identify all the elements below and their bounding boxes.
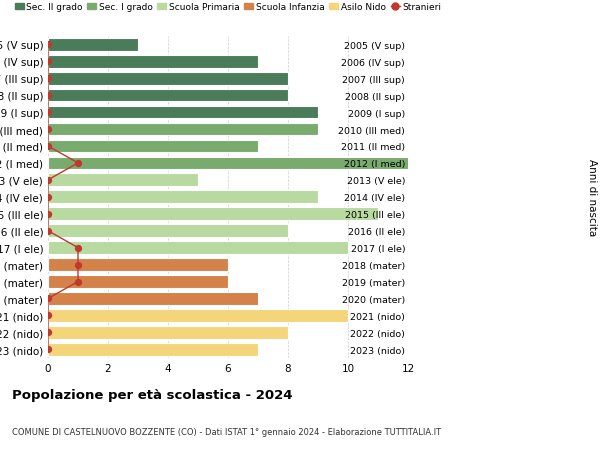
Point: [43, 211, 53, 218]
Point: [43, 194, 53, 201]
Point: [43, 109, 53, 117]
Bar: [48, 292, 258, 305]
Bar: [48, 259, 228, 271]
Legend: Sec. II grado, Sec. I grado, Scuola Primaria, Scuola Infanzia, Asilo Nido, Stran: Sec. II grado, Sec. I grado, Scuola Prim…: [11, 0, 445, 16]
Bar: [48, 225, 288, 238]
Bar: [48, 326, 288, 339]
Bar: [48, 39, 138, 51]
Text: COMUNE DI CASTELNUOVO BOZZENTE (CO) - Dati ISTAT 1° gennaio 2024 - Elaborazione : COMUNE DI CASTELNUOVO BOZZENTE (CO) - Da…: [12, 427, 441, 436]
Bar: [48, 90, 288, 102]
Bar: [48, 191, 318, 204]
Bar: [48, 56, 258, 68]
Point: [73, 245, 83, 252]
Point: [43, 312, 53, 319]
Bar: [48, 73, 288, 85]
Bar: [48, 242, 348, 254]
Point: [43, 75, 53, 83]
Point: [43, 228, 53, 235]
Point: [43, 41, 53, 49]
Bar: [48, 140, 258, 153]
Point: [73, 160, 83, 167]
Bar: [48, 123, 318, 136]
Bar: [48, 157, 438, 170]
Bar: [48, 343, 258, 356]
Bar: [48, 106, 318, 119]
Point: [43, 92, 53, 100]
Point: [73, 278, 83, 285]
Point: [43, 346, 53, 353]
Bar: [48, 309, 348, 322]
Bar: [48, 275, 228, 288]
Text: Anni di nascita: Anni di nascita: [587, 159, 597, 236]
Bar: [48, 208, 378, 221]
Point: [43, 177, 53, 184]
Bar: [48, 174, 198, 187]
Point: [43, 329, 53, 336]
Text: Popolazione per età scolastica - 2024: Popolazione per età scolastica - 2024: [12, 388, 293, 401]
Point: [43, 143, 53, 150]
Point: [43, 126, 53, 134]
Point: [73, 261, 83, 269]
Point: [43, 295, 53, 302]
Point: [43, 58, 53, 66]
